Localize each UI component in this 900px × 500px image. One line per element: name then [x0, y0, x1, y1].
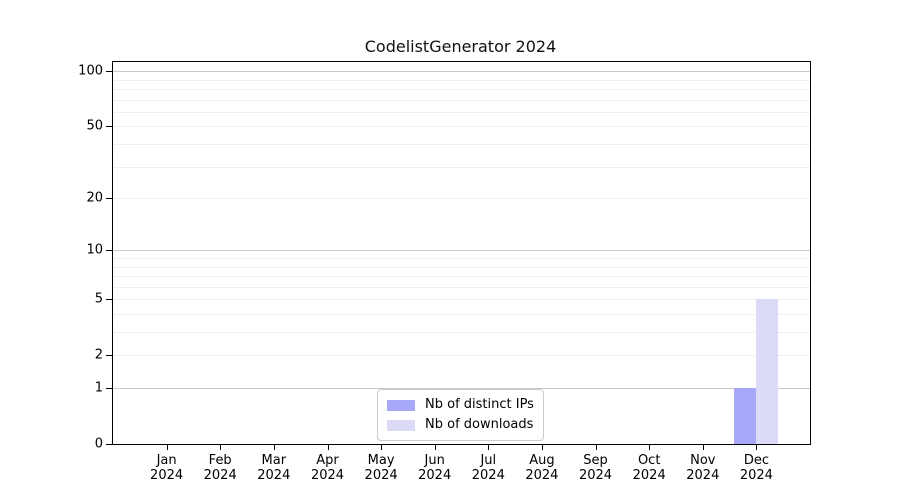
x-tick-label: Jul 2024	[471, 453, 505, 483]
y-tick-label: 100	[78, 63, 103, 79]
x-tick-label: May 2024	[364, 453, 398, 483]
y-tick-mark	[106, 299, 112, 301]
y-tick-mark	[106, 444, 112, 445]
y-tick-mark	[106, 71, 112, 73]
x-tick-label: Jun 2024	[418, 453, 452, 483]
x-tick-mark	[327, 444, 329, 450]
gridline-minor	[113, 332, 810, 333]
gridline-minor	[113, 299, 810, 301]
legend-label-distinct-ips: Nb of distinct IPs	[425, 397, 534, 412]
legend-swatch-distinct-ips-icon	[387, 399, 415, 411]
y-tick-label: 10	[86, 242, 103, 258]
gridline-minor	[113, 313, 810, 315]
gridline-minor	[113, 257, 810, 259]
gridline-minor	[113, 111, 810, 113]
gridline-major	[113, 250, 810, 252]
gridline-minor	[113, 266, 810, 268]
x-tick-label: Nov 2024	[686, 453, 720, 483]
gridline-minor	[113, 88, 810, 90]
y-tick-label: 0	[94, 436, 103, 452]
y-tick-mark	[106, 198, 112, 199]
gridline-minor	[113, 286, 810, 288]
x-tick-label: Mar 2024	[257, 453, 291, 483]
y-tick-mark	[106, 250, 112, 252]
y-tick-mark	[106, 355, 112, 357]
y-tick-mark	[106, 388, 112, 389]
legend-item-downloads: Nb of downloads	[387, 417, 534, 433]
x-tick-mark	[756, 444, 758, 450]
bar-nb-of-distinct-ips	[734, 388, 757, 444]
chart-title: CodelistGenerator 2024	[364, 37, 557, 56]
x-tick-mark	[702, 444, 704, 450]
x-tick-label: Apr 2024	[310, 453, 345, 483]
x-tick-label: Dec 2024	[739, 453, 773, 483]
legend-label-downloads: Nb of downloads	[425, 417, 534, 432]
gridline-minor	[113, 355, 810, 357]
gridline-minor	[113, 166, 810, 168]
gridline-major	[113, 71, 810, 73]
x-tick-mark	[488, 444, 490, 450]
y-tick-label: 20	[86, 190, 103, 206]
y-tick-label: 1	[94, 380, 103, 396]
gridline-minor	[113, 276, 810, 277]
x-tick-mark	[649, 444, 651, 450]
x-tick-label: Aug 2024	[525, 453, 559, 483]
y-tick-label: 5	[94, 291, 103, 307]
x-tick-mark	[434, 444, 436, 450]
x-tick-mark	[595, 444, 597, 450]
x-tick-mark	[166, 444, 168, 450]
x-tick-mark	[381, 444, 383, 450]
y-tick-mark	[106, 126, 112, 128]
x-tick-mark	[541, 444, 543, 450]
gridline-major	[113, 388, 810, 389]
x-tick-label: Feb 2024	[203, 453, 237, 483]
gridline-minor	[113, 79, 810, 81]
y-tick-label: 50	[86, 118, 103, 134]
legend-item-distinct-ips: Nb of distinct IPs	[387, 397, 534, 413]
bar-nb-of-downloads	[756, 299, 779, 444]
legend-swatch-downloads-icon	[387, 419, 415, 431]
x-tick-mark	[273, 444, 275, 450]
gridline-minor	[113, 99, 810, 101]
x-tick-mark	[220, 444, 222, 450]
gridline-minor	[113, 143, 810, 145]
gridline-minor	[113, 198, 810, 199]
gridline-minor	[113, 126, 810, 128]
legend: Nb of distinct IPs Nb of downloads	[377, 389, 544, 441]
x-tick-label: Oct 2024	[632, 453, 666, 483]
x-tick-label: Sep 2024	[578, 453, 613, 483]
plot-area: 0 1 2 5 10 20 50 100 Jan 2024 Feb 2024 Mar 2024 Apr 20…	[78, 61, 811, 483]
x-tick-label: Jan 2024	[150, 453, 184, 483]
y-tick-label: 2	[94, 347, 103, 363]
